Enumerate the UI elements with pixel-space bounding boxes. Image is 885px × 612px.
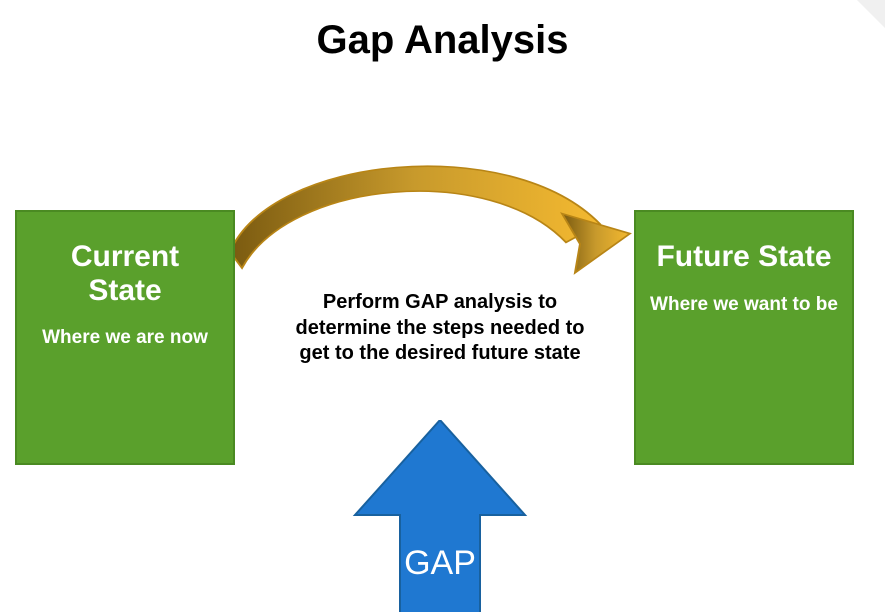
- gap-arrow-shape: [350, 420, 530, 612]
- diagram-canvas: Gap Analysis Current State Where we are …: [0, 0, 885, 612]
- page-title: Gap Analysis: [0, 18, 885, 63]
- current-state-heading: Current State: [31, 240, 219, 307]
- arc-body: [230, 166, 600, 268]
- future-state-box: Future State Where we want to be: [634, 210, 854, 465]
- gap-arrow-label: GAP: [350, 544, 530, 583]
- current-state-sub: Where we are now: [31, 327, 219, 350]
- future-state-heading: Future State: [650, 240, 838, 274]
- transition-arc-arrow: [210, 148, 640, 308]
- current-state-box: Current State Where we are now: [15, 210, 235, 465]
- future-state-sub: Where we want to be: [650, 294, 838, 317]
- gap-up-arrow: GAP: [350, 420, 530, 612]
- center-description: Perform GAP analysis to determine the st…: [290, 290, 590, 367]
